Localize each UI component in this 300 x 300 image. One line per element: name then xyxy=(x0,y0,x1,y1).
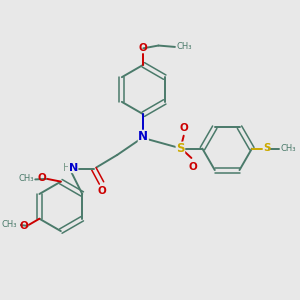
Text: CH₃: CH₃ xyxy=(280,144,296,153)
Text: O: O xyxy=(139,43,148,53)
Text: O: O xyxy=(38,173,46,183)
Text: O: O xyxy=(98,186,106,196)
Text: S: S xyxy=(176,142,185,155)
Text: CH₃: CH₃ xyxy=(176,42,191,51)
Text: O: O xyxy=(179,123,188,133)
Text: H: H xyxy=(63,163,70,172)
Text: O: O xyxy=(19,221,28,231)
Text: N: N xyxy=(138,130,148,143)
Text: S: S xyxy=(263,143,271,153)
Text: N: N xyxy=(69,163,78,172)
Text: CH₃: CH₃ xyxy=(2,220,17,229)
Text: CH₃: CH₃ xyxy=(19,174,34,183)
Text: O: O xyxy=(189,162,198,172)
